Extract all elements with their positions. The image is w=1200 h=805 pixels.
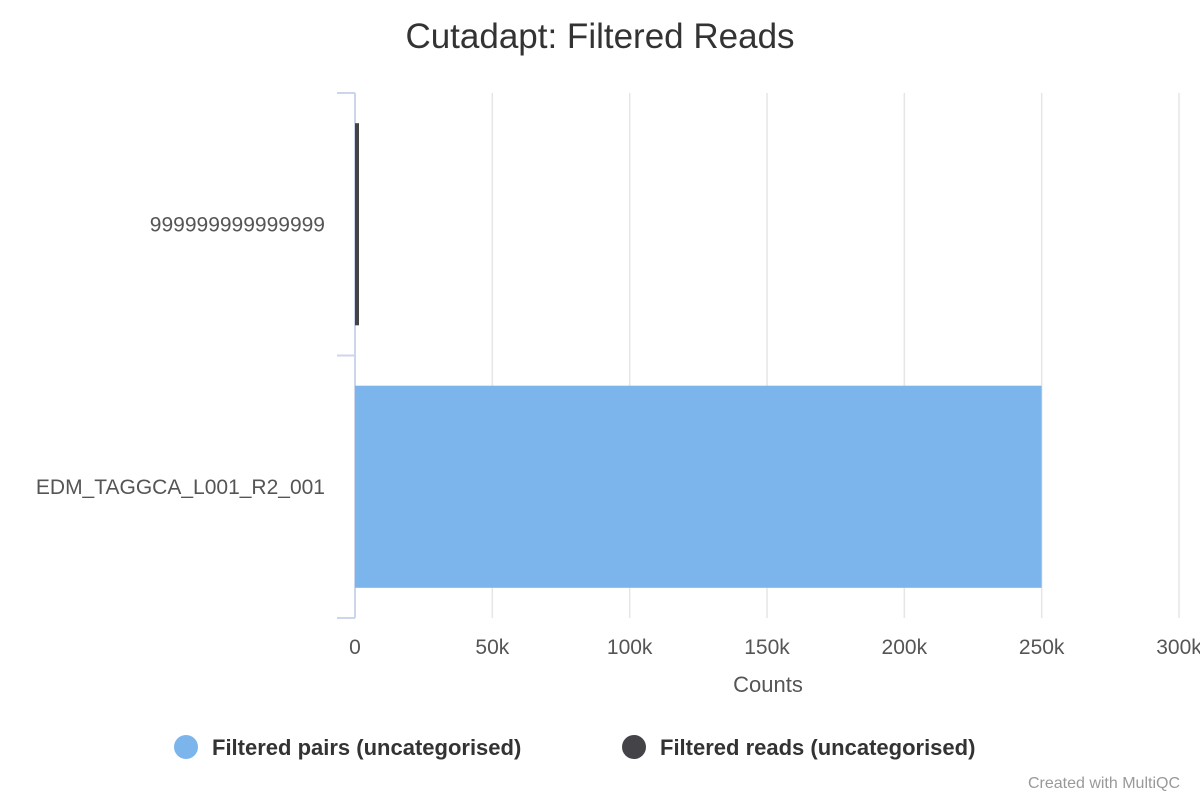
- legend-label: Filtered reads (uncategorised): [660, 735, 975, 760]
- x-tick-label: 300k: [1156, 636, 1200, 659]
- x-tick-label: 250k: [1019, 636, 1065, 659]
- x-tick-label: 200k: [882, 636, 928, 659]
- legend: Filtered pairs (uncategorised) Filtered r…: [174, 735, 975, 760]
- category-label: 999999999999999: [150, 213, 325, 236]
- legend-marker: [622, 735, 646, 759]
- credit-text[interactable]: Created with MultiQC: [1028, 775, 1180, 792]
- bar-filtered-pairs: [355, 385, 1042, 588]
- bar-filtered-reads: [355, 123, 359, 326]
- x-axis-ticks: 0 50k 100k 150k 200k 250k 300k: [349, 636, 1200, 659]
- category-label: EDM_TAGGCA_L001_R2_001: [36, 476, 325, 499]
- category-axis: [337, 92, 356, 619]
- x-tick-label: 150k: [744, 636, 790, 659]
- category-labels: 999999999999999 EDM_TAGGCA_L001_R2_001: [36, 213, 325, 499]
- chart-title: Cutadapt: Filtered Reads: [405, 17, 794, 56]
- x-tick-label: 100k: [607, 636, 653, 659]
- bars: [355, 123, 1042, 588]
- x-tick-label: 50k: [475, 636, 509, 659]
- x-axis-title: Counts: [733, 672, 803, 697]
- x-tick-label: 0: [349, 636, 361, 659]
- legend-label: Filtered pairs (uncategorised): [212, 735, 521, 760]
- legend-marker: [174, 735, 198, 759]
